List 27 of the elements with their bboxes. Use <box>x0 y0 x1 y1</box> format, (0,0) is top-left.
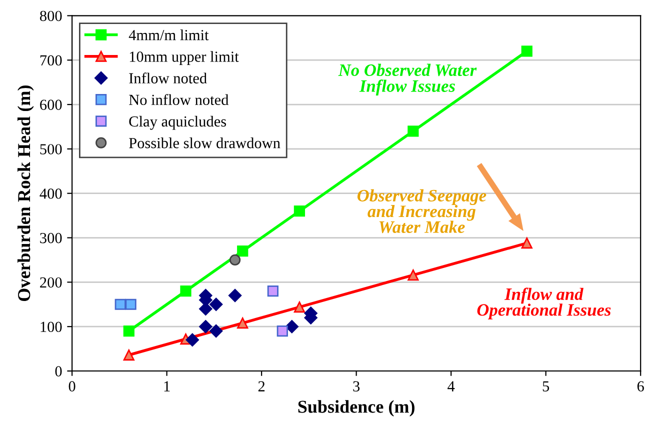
annotation: Inflow and Operational Issues <box>477 288 611 320</box>
legend-label: 10mm upper limit <box>130 51 239 65</box>
y-tick-label: 500 <box>40 144 62 154</box>
y-axis-title: Overburden Rock Head (m) <box>17 86 34 302</box>
y-tick-label: 200 <box>40 277 62 288</box>
y-tick-label: 100 <box>40 322 62 332</box>
x-tick-label: 5 <box>542 381 550 392</box>
annotation: No Observed Water Inflow Issues <box>338 64 477 96</box>
x-tick-label: 3 <box>353 381 360 392</box>
y-tick-label: 600 <box>40 100 62 110</box>
x-axis-title: Subsidence (m) <box>298 400 414 417</box>
x-tick-label: 1 <box>164 381 170 392</box>
legend-label: 4mm/m limit <box>128 30 209 40</box>
legend-label: Inflow noted <box>129 72 207 84</box>
x-tick-label: 4 <box>448 381 455 392</box>
x-tick-label: 6 <box>637 381 644 392</box>
y-tick-label: 800 <box>40 10 62 22</box>
legend-label: Clay aquicludes <box>129 116 226 130</box>
legend-label: No inflow noted <box>129 94 229 106</box>
y-tick-label: 300 <box>40 232 62 244</box>
annotation: Observed Seepage and Increasing Water Make <box>357 189 486 234</box>
y-tick-label: 700 <box>40 55 62 66</box>
x-tick-label: 0 <box>68 381 76 392</box>
x-tick-label: 2 <box>258 381 265 392</box>
y-tick-label: 400 <box>40 188 62 199</box>
legend-label: Possible slow drawdown <box>129 138 280 148</box>
y-tick-label: 0 <box>55 366 62 376</box>
